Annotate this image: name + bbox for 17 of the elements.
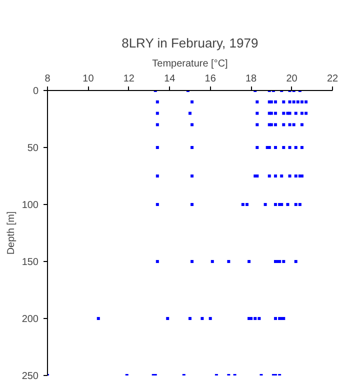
x-tick-label: 16 xyxy=(204,74,216,84)
y-tick-label: 50 xyxy=(27,143,39,154)
y-tick-label: 200 xyxy=(22,314,39,325)
y-tick-label: 150 xyxy=(22,257,39,268)
x-tick-label: 10 xyxy=(82,74,94,84)
y-axis-title: Depth [m] xyxy=(6,211,17,255)
x-tick-label: 18 xyxy=(246,74,258,84)
y-tick-label: 250 xyxy=(22,371,39,382)
y-tick-label: 0 xyxy=(32,86,39,97)
x-tick-label: 8 xyxy=(44,74,51,84)
x-tick-label: 14 xyxy=(164,74,176,84)
x-tick-label: 12 xyxy=(123,74,135,84)
y-tick-label: 100 xyxy=(22,200,39,211)
chart-title: 8LRY in February, 1979 xyxy=(122,36,258,50)
x-axis-title: Temperature [°C] xyxy=(152,58,228,70)
x-tick-label: 22 xyxy=(326,74,338,84)
x-tick-label: 20 xyxy=(286,74,298,84)
